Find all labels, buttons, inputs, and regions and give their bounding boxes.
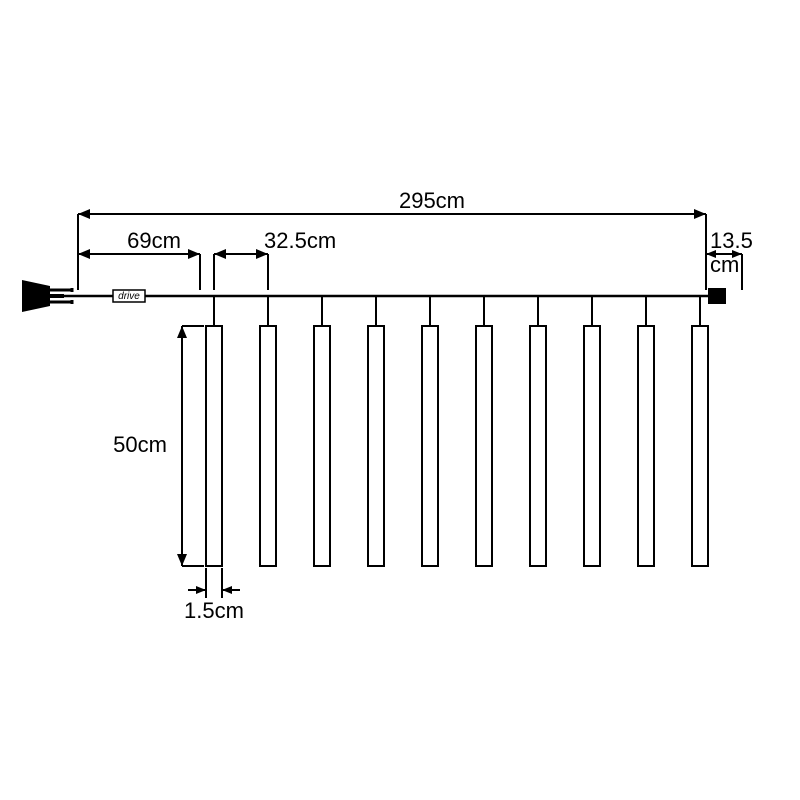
dim-label-15: 1.5cm bbox=[184, 598, 244, 623]
tubes-group bbox=[206, 296, 708, 566]
drive-box: drive bbox=[113, 290, 145, 302]
dim-label-69: 69cm bbox=[127, 228, 181, 253]
end-connector-icon bbox=[708, 288, 726, 304]
dim-label-325: 32.5cm bbox=[264, 228, 336, 253]
tube bbox=[368, 296, 384, 566]
tube bbox=[530, 296, 546, 566]
dim-label-135: 13.5 bbox=[710, 228, 753, 253]
tube bbox=[206, 296, 222, 566]
dimension-tail-length: 13.5 cm bbox=[706, 228, 753, 290]
product-dimension-diagram: drive 295cm 69cm bbox=[0, 0, 800, 800]
tube bbox=[638, 296, 654, 566]
drive-label: drive bbox=[118, 291, 140, 302]
tube bbox=[476, 296, 492, 566]
tube bbox=[584, 296, 600, 566]
dim-label-50: 50cm bbox=[113, 432, 167, 457]
dim-label-135-unit: cm bbox=[710, 252, 739, 277]
tube bbox=[692, 296, 708, 566]
tube bbox=[260, 296, 276, 566]
dimension-tube-length: 50cm bbox=[113, 326, 204, 566]
tube bbox=[314, 296, 330, 566]
dimension-spacing: 32.5cm bbox=[214, 228, 336, 290]
dimension-lead-length: 69cm bbox=[78, 228, 200, 290]
dimension-tube-width: 1.5cm bbox=[184, 568, 244, 623]
tube bbox=[422, 296, 438, 566]
dim-label-295: 295cm bbox=[399, 188, 465, 213]
